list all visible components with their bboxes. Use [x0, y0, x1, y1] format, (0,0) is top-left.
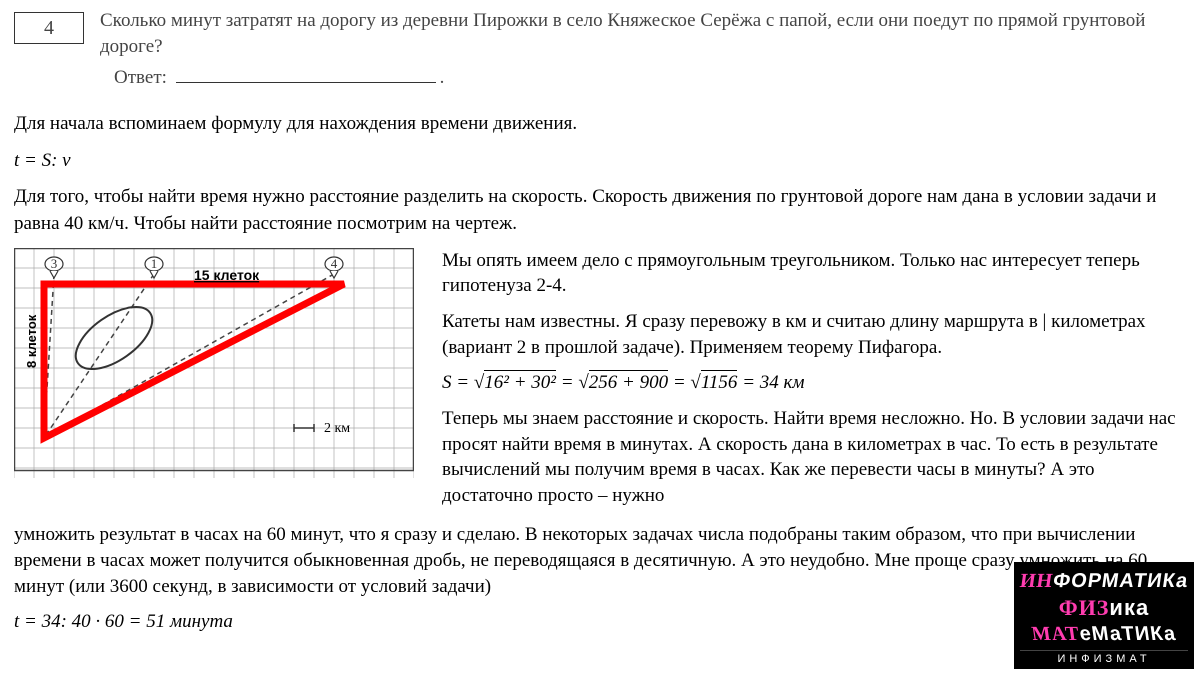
marker-4: 4	[331, 256, 338, 271]
answer-blank	[176, 82, 436, 83]
logo-line1: ИНФОРМАТИКа	[1018, 570, 1189, 593]
problem-text: Сколько минут затратят на дорогу из дере…	[100, 8, 1186, 59]
label-15-cells: 15 клеток	[194, 267, 260, 283]
diagram-svg: 3 1 4 15 клеток 8 клето	[14, 248, 414, 478]
logo: ИНФОРМАТИКа ФИЗика МАТеМаТИКа ИНФИЗМАТ	[1014, 562, 1194, 669]
formula-time: t = S: v	[14, 148, 1186, 175]
right-p3: Теперь мы знаем расстояние и скорость. Н…	[442, 406, 1186, 509]
right-p1: Мы опять имеем дело с прямоугольным треу…	[442, 248, 1186, 299]
diagram: 3 1 4 15 клеток 8 клето	[14, 248, 414, 478]
intro-p2: Для того, чтобы найти время нужно рассто…	[14, 184, 1186, 237]
formula-distance: S = 16² + 30² = 256 + 900 = 1156 = 34 км	[442, 370, 1186, 396]
logo-line2: ФИЗика	[1020, 595, 1188, 621]
logo-line4: ИНФИЗМАТ	[1020, 650, 1188, 665]
label-8-cells: 8 клеток	[24, 314, 39, 368]
answer-label: Ответ:	[114, 67, 167, 88]
marker-1: 1	[151, 256, 158, 271]
label-scale: 2 км	[324, 421, 350, 436]
logo-line3: МАТеМаТИКа	[1018, 623, 1189, 646]
intro-p1: Для начала вспоминаем формулу для нахожд…	[14, 111, 1186, 138]
answer-row: Ответ: .	[114, 67, 1186, 89]
formula-time-result: t = 34: 40 · 60 = 51 минута	[14, 609, 1186, 635]
right-p2: Катеты нам известны. Я сразу перевожу в …	[442, 309, 1186, 360]
problem-number: 4	[14, 12, 84, 44]
continuation-p1: умножить результат в часах на 60 минут, …	[14, 522, 1186, 599]
marker-3: 3	[51, 256, 58, 271]
